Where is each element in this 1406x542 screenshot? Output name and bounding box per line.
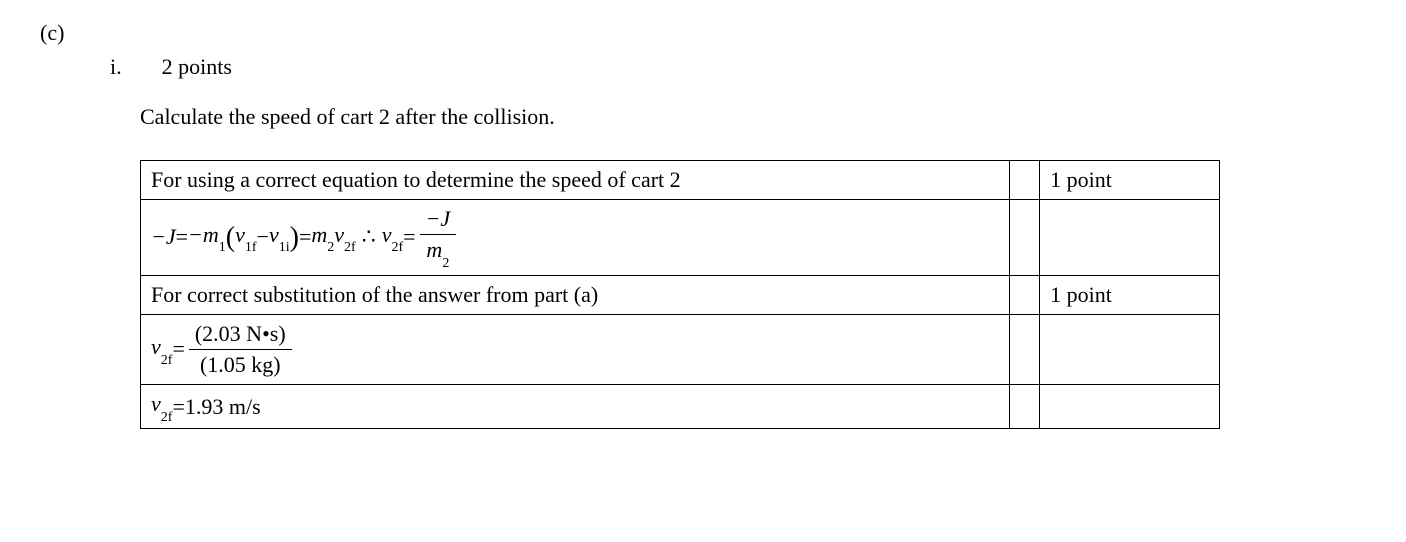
rubric-desc: For using a correct equation to determin… — [141, 161, 1010, 200]
rubric-table: For using a correct equation to determin… — [140, 160, 1220, 429]
subsection-number: i. — [110, 54, 122, 80]
math-equals: = — [172, 336, 184, 362]
table-row: For correct substitution of the answer f… — [141, 275, 1220, 314]
rubric-result: v2f = 1.93 m/s — [141, 385, 1010, 428]
rubric-gap — [1010, 314, 1040, 385]
table-row: −J = −m1 ( v1f − v1i ) = m2 v2f ∴ v2f = — [141, 200, 1220, 276]
math-minus: − — [257, 224, 269, 250]
math-term: v2f — [334, 222, 355, 252]
fraction-numerator: (2.03 N•s) — [189, 321, 292, 350]
math-equals: = — [299, 224, 311, 250]
subsection-header: i. 2 points — [110, 54, 1366, 80]
fraction: (2.03 N•s) (1.05 kg) — [189, 321, 292, 379]
math-term: v2f — [151, 334, 172, 364]
math-term: −m1 — [188, 222, 226, 252]
result-value: 1.93 m/s — [185, 394, 261, 420]
math-equals: = — [403, 224, 415, 250]
rubric-equation: v2f = (2.03 N•s) (1.05 kg) — [141, 314, 1010, 385]
math-term: m2 — [311, 222, 334, 252]
rubric-gap — [1010, 161, 1040, 200]
subsection: i. 2 points Calculate the speed of cart … — [110, 54, 1366, 429]
fraction-denominator: (1.05 kg) — [194, 350, 287, 378]
equation-line: −J = −m1 ( v1f − v1i ) = m2 v2f ∴ v2f = — [151, 206, 999, 269]
rubric-equation: −J = −m1 ( v1f − v1i ) = m2 v2f ∴ v2f = — [141, 200, 1010, 276]
rubric-points — [1040, 314, 1220, 385]
math-term: v1i — [269, 222, 290, 252]
math-term: v1f — [235, 222, 256, 252]
therefore-symbol: ∴ — [362, 224, 376, 250]
rubric-gap — [1010, 275, 1040, 314]
table-row: For using a correct equation to determin… — [141, 161, 1220, 200]
rubric-points — [1040, 385, 1220, 428]
subscript: 1i — [279, 240, 290, 255]
paren-close: ) — [290, 222, 299, 254]
table-row: v2f = 1.93 m/s — [141, 385, 1220, 428]
rubric-points: 1 point — [1040, 275, 1220, 314]
rubric-gap — [1010, 385, 1040, 428]
section-label: (c) — [40, 20, 1366, 46]
rubric-gap — [1010, 200, 1040, 276]
equation-line: v2f = 1.93 m/s — [151, 391, 999, 421]
subscript: 2f — [161, 353, 173, 368]
fraction: −J m2 — [420, 206, 457, 269]
subscript: 2f — [161, 410, 173, 425]
math-term: v2f — [382, 222, 403, 252]
fraction-numerator: −J — [420, 206, 457, 235]
rubric-points — [1040, 200, 1220, 276]
rubric-points: 1 point — [1040, 161, 1220, 200]
paren-open: ( — [226, 222, 235, 254]
subscript: 1f — [245, 240, 257, 255]
table-row: v2f = (2.03 N•s) (1.05 kg) — [141, 314, 1220, 385]
math-equals: = — [176, 224, 188, 250]
math-term: −J — [151, 224, 176, 250]
fraction-denominator: m2 — [420, 235, 455, 268]
rubric-desc: For correct substitution of the answer f… — [141, 275, 1010, 314]
equation-line: v2f = (2.03 N•s) (1.05 kg) — [151, 321, 999, 379]
subscript: 2f — [391, 240, 403, 255]
math-equals: = — [172, 394, 184, 420]
subscript: 2f — [344, 240, 356, 255]
question-text: Calculate the speed of cart 2 after the … — [140, 104, 1366, 130]
subsection-points: 2 points — [162, 54, 232, 80]
math-term: v2f — [151, 391, 172, 421]
